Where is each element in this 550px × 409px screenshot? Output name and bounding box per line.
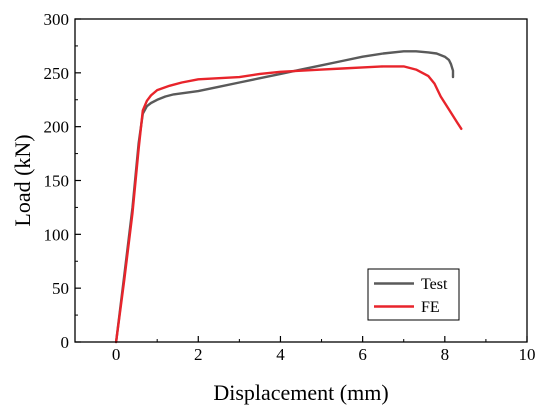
legend: Test FE [367,268,460,321]
legend-box [367,268,460,321]
y-tick-label: 100 [44,225,70,244]
x-tick-label: 8 [441,345,450,364]
plot-frame [74,18,528,343]
y-tick-label: 0 [61,333,70,352]
y-axis-title: Load (kN) [10,134,35,226]
series-line-test [114,50,455,344]
y-tick-labels: 0 50 100 150 200 250 300 [44,10,70,352]
x-axis-title: Displacement (mm) [213,380,388,405]
x-tick-label: 4 [276,345,285,364]
y-tick-label: 300 [44,10,70,29]
x-tick-label: 2 [194,345,203,364]
y-tick-label: 200 [44,118,70,137]
x-tick-label: 0 [112,345,121,364]
y-tick-label: 150 [44,172,70,191]
x-tick-labels: 0 2 4 6 8 10 [112,345,536,364]
x-tick-label: 6 [358,345,367,364]
legend-label-fe: FE [421,299,440,316]
y-tick-label: 250 [44,64,70,83]
series-line-fe [114,65,463,344]
series-lines [114,50,463,344]
y-tick-label: 50 [52,279,69,298]
x-tick-label: 10 [519,345,536,364]
legend-label-test: Test [421,276,448,293]
